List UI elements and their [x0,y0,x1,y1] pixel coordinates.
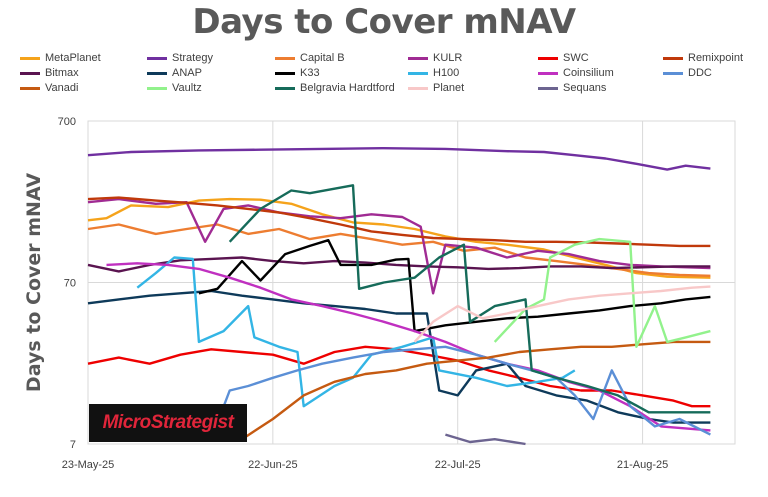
series-line-anap [87,289,711,424]
legend-item-anap: ANAP [147,67,202,81]
legend-label: Planet [433,82,465,94]
legend-swatch [147,86,167,90]
y-tick-label: 7 [70,439,76,451]
legend-item-strategy: Strategy [147,52,213,66]
legend-item-ddc: DDC [663,67,712,81]
y-tick-label: 700 [58,116,76,128]
legend-label: Bitmax [45,67,79,79]
legend-label: Vaultz [172,82,202,94]
microstrategist-logo: MicroStrategist [89,404,247,442]
legend-item-bitmax: Bitmax [20,67,79,81]
y-axis-title: Days to Cover mNAV [23,173,45,392]
legend-item-kulr: KULR [408,52,462,66]
legend-label: Coinsilium [563,67,614,79]
legend-swatch [663,71,683,75]
legend-label: MetaPlanet [45,52,101,64]
chart-title: Days to Cover mNAV [192,2,576,42]
x-tick-label: 23-May-25 [62,459,115,471]
legend-item-vaultz: Vaultz [147,82,202,96]
series-line-remixpoint [87,196,711,248]
legend-item-vanadi: Vanadi [20,82,78,96]
series-group [87,146,711,446]
legend-swatch [408,56,428,60]
legend-item-metaplanet: MetaPlanet [20,52,101,66]
series-line-k33 [198,238,711,333]
legend-item-coinsilium: Coinsilium [538,67,614,81]
legend-label: Belgravia Hardtford [300,82,395,94]
legend-label: ANAP [172,67,202,79]
legend-item-belgravia-hardtford: Belgravia Hardtford [275,82,395,96]
series-line-swc [87,345,711,408]
legend-swatch [538,86,558,90]
legend-label: KULR [433,52,463,64]
legend-label: DDC [688,67,712,79]
series-line-vanadi [241,340,711,441]
legend-swatch [20,56,40,60]
legend-swatch [20,71,40,75]
legend-item-capital-b: Capital B [275,52,345,66]
legend-label: Capital B [300,52,345,64]
y-tick-label: 70 [64,278,76,290]
legend-swatch [538,56,558,60]
legend-swatch [663,56,683,60]
legend-label: Remixpoint [688,52,744,64]
legend-label: H100 [433,67,460,79]
legend-swatch [275,56,295,60]
axis-labels: 23-May-25 22-Jun-25 22-Jul-25 21-Aug-25 700 7… [23,116,668,471]
legend-swatch [147,56,167,60]
x-tick-label: 21-Aug-25 [617,459,668,471]
legend-label: Sequans [563,82,607,94]
legend-item-h100: H100 [408,67,459,81]
legend-swatch [20,86,40,90]
legend-swatch [538,71,558,75]
legend-swatch [408,86,428,90]
gridlines [87,120,736,445]
legend-item-swc: SWC [538,52,589,66]
legend-item-planet: Planet [408,82,464,96]
series-line-kulr [87,197,711,295]
legend-item-sequans: Sequans [538,82,606,96]
legend-label: Strategy [172,52,213,64]
series-line-planet [413,285,711,343]
series-line-belgravia-hardtford [228,184,711,414]
legend-item-k33: K33 [275,67,320,81]
series-line-metaplanet [87,197,711,279]
series-line-sequans [445,433,526,446]
legend-label: K33 [300,67,320,79]
legend-swatch [408,71,428,75]
legend-swatch [147,71,167,75]
series-line-strategy [87,146,711,171]
x-tick-label: 22-Jun-25 [248,459,298,471]
x-tick-label: 22-Jul-25 [435,459,481,471]
series-line-ddc [210,345,711,440]
legend-swatch [275,71,295,75]
legend-label: Vanadi [45,82,79,94]
legend-label: SWC [563,52,589,64]
series-line-vaultz [493,237,711,348]
series-line-h100 [136,256,576,408]
legend-item-remixpoint: Remixpoint [663,52,743,66]
legend-swatch [275,86,295,90]
